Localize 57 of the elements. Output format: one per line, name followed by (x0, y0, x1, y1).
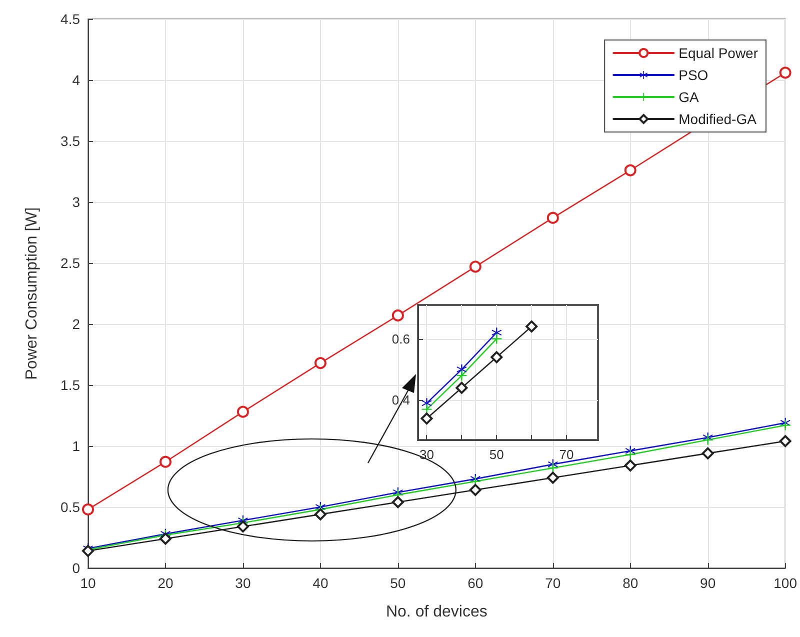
point (624, 460, 636, 472)
point (456, 370, 467, 381)
y-tick-label: 0.5 (60, 499, 80, 515)
y-tick-label: 2 (72, 316, 80, 332)
point (546, 472, 559, 484)
point (236, 406, 249, 418)
point (82, 503, 94, 516)
y-tick-label: 0 (72, 560, 80, 576)
legend-label: Equal Power (678, 45, 758, 61)
x-tick-label: 80 (622, 575, 638, 591)
x-tick-label: 50 (489, 447, 504, 462)
x-tick-label: 100 (774, 575, 798, 591)
point (469, 484, 482, 496)
y-tick-label: 4.5 (60, 11, 80, 27)
point (779, 66, 792, 79)
point (392, 309, 404, 322)
point (546, 212, 559, 224)
point (492, 334, 502, 344)
y-tick-label: 2.5 (60, 255, 80, 271)
x-tick-label: 70 (559, 447, 574, 462)
point (420, 412, 433, 425)
point (624, 164, 636, 176)
legend-label: GA (678, 89, 700, 105)
x-tick-label: 60 (468, 575, 484, 591)
point (314, 357, 326, 370)
x-tick-label: 50 (390, 575, 406, 591)
point (456, 382, 468, 394)
y-tick-label: 0.6 (392, 331, 410, 346)
point (702, 447, 714, 460)
y-tick-label: 1 (72, 438, 80, 454)
x-tick-label: 10 (80, 575, 96, 591)
y-tick-label: 3 (72, 194, 80, 210)
point (159, 532, 172, 545)
point (780, 420, 790, 430)
x-tick-label: 30 (235, 575, 251, 591)
point (779, 435, 792, 448)
x-tick-label: 90 (700, 575, 716, 591)
point (469, 260, 482, 273)
x-tick-label: 70 (545, 575, 561, 591)
x-tick-label: 20 (158, 575, 174, 591)
point (159, 456, 172, 468)
x-axis-title: No. of devices (386, 604, 488, 620)
x-tick-label: 30 (420, 447, 434, 462)
point (314, 508, 326, 520)
point (490, 351, 503, 364)
y-tick-label: 1.5 (60, 377, 80, 393)
point (236, 520, 249, 533)
point (392, 496, 404, 508)
point (526, 320, 538, 332)
legend-label: Modified-GA (678, 111, 758, 127)
point (422, 404, 432, 414)
point (702, 434, 713, 445)
x-tick-label: 40 (312, 575, 328, 591)
legend-label: PSO (678, 67, 708, 83)
y-tick-label: 4 (72, 72, 80, 88)
y-tick-label: 3.5 (60, 133, 80, 149)
y-axis-title: Power Consumption [W] (24, 207, 40, 380)
